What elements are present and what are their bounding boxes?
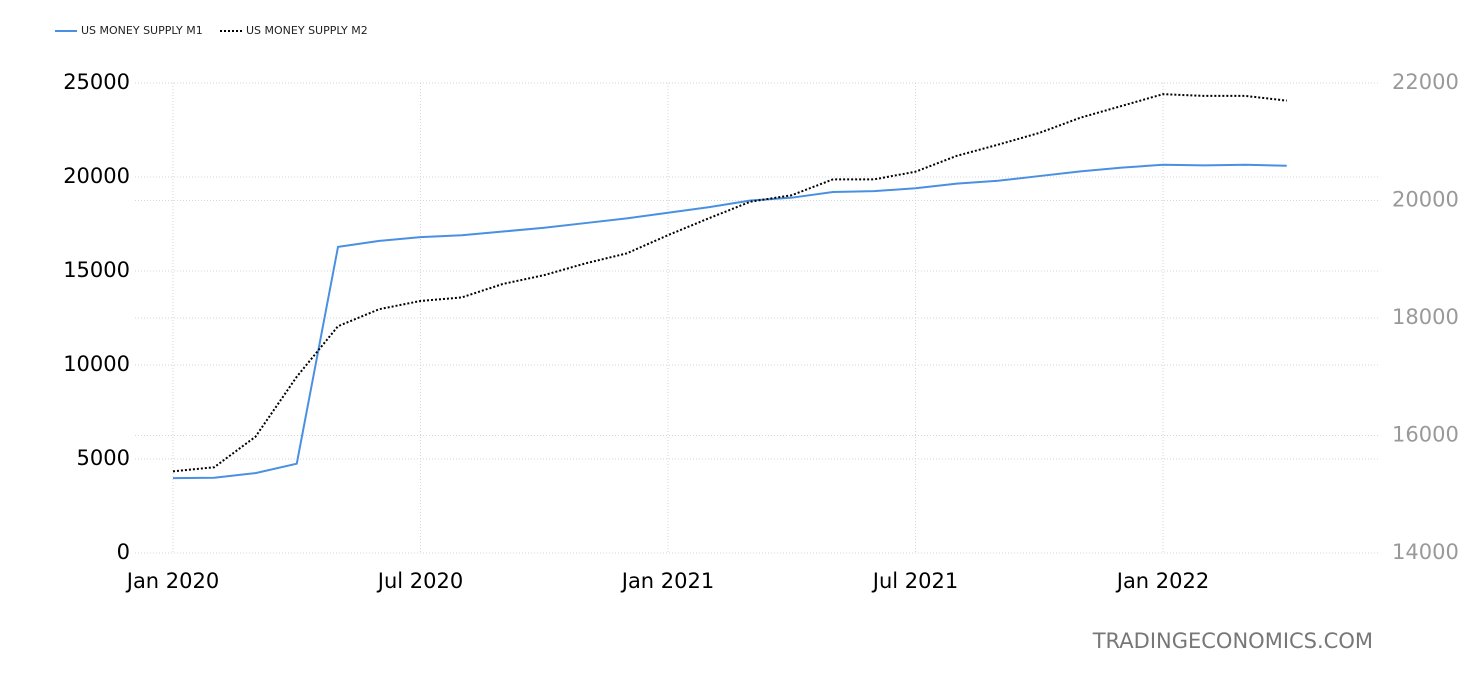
series-line xyxy=(172,93,1287,473)
legend-label: US MONEY SUPPLY M1 xyxy=(81,24,203,37)
x-tick-label: Jan 2022 xyxy=(1115,569,1210,593)
x-tick-label: Jan 2021 xyxy=(620,569,715,593)
y-tick-label: 15000 xyxy=(63,258,130,282)
y-tick-label: 10000 xyxy=(63,352,130,376)
series-line xyxy=(172,163,1287,480)
y2-tick-label: 14000 xyxy=(1392,540,1459,564)
y2-tick-label: 18000 xyxy=(1392,305,1459,329)
y-tick-label: 20000 xyxy=(63,164,130,188)
y-tick-label: 5000 xyxy=(77,446,130,470)
y-tick-label: 0 xyxy=(117,540,130,564)
x-tick-label: Jan 2020 xyxy=(125,569,220,593)
y2-tick-label: 22000 xyxy=(1392,70,1459,94)
legend-label: US MONEY SUPPLY M2 xyxy=(246,24,368,37)
y2-tick-label: 16000 xyxy=(1392,423,1459,447)
y2-tick-label: 20000 xyxy=(1392,188,1459,212)
x-tick-label: Jul 2021 xyxy=(871,569,958,593)
y-tick-label: 25000 xyxy=(63,70,130,94)
x-tick-label: Jul 2020 xyxy=(376,569,463,593)
watermark: TRADINGECONOMICS.COM xyxy=(1092,629,1373,653)
